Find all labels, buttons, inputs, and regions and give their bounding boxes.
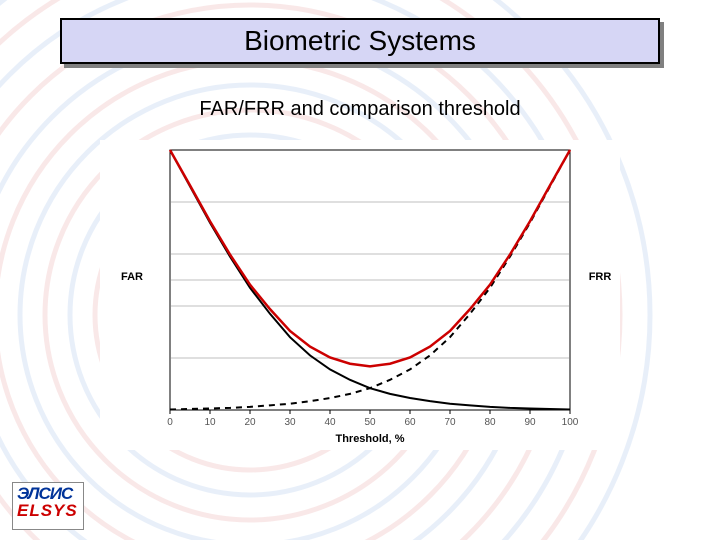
logo-line2: ELSYS (17, 502, 79, 519)
slide-subtitle: FAR/FRR and comparison threshold (0, 98, 720, 121)
svg-text:30: 30 (284, 417, 296, 428)
logo-line1: ЭЛСИС (17, 485, 79, 502)
svg-text:100: 100 (562, 417, 579, 428)
slide-title: Biometric Systems (244, 25, 476, 57)
svg-text:FRR: FRR (589, 271, 612, 283)
svg-text:60: 60 (404, 417, 416, 428)
svg-text:80: 80 (484, 417, 496, 428)
svg-text:70: 70 (444, 417, 456, 428)
svg-text:50: 50 (364, 417, 376, 428)
svg-text:Threshold, %: Threshold, % (335, 433, 404, 445)
title-box: Biometric Systems (60, 18, 660, 64)
far-frr-chart: 0 10 20 30 40 50 60 70 80 90 100 Threshold, % FAR FRR (100, 140, 620, 450)
svg-text:10: 10 (204, 417, 216, 428)
title-bar: Biometric Systems (60, 18, 660, 64)
svg-text:40: 40 (324, 417, 336, 428)
svg-text:0: 0 (167, 417, 173, 428)
svg-text:FAR: FAR (121, 271, 143, 283)
svg-text:90: 90 (524, 417, 536, 428)
svg-text:20: 20 (244, 417, 256, 428)
chart-container: 0 10 20 30 40 50 60 70 80 90 100 Threshold, % FAR FRR (100, 140, 620, 450)
elsys-logo: ЭЛСИС ELSYS (12, 482, 84, 530)
